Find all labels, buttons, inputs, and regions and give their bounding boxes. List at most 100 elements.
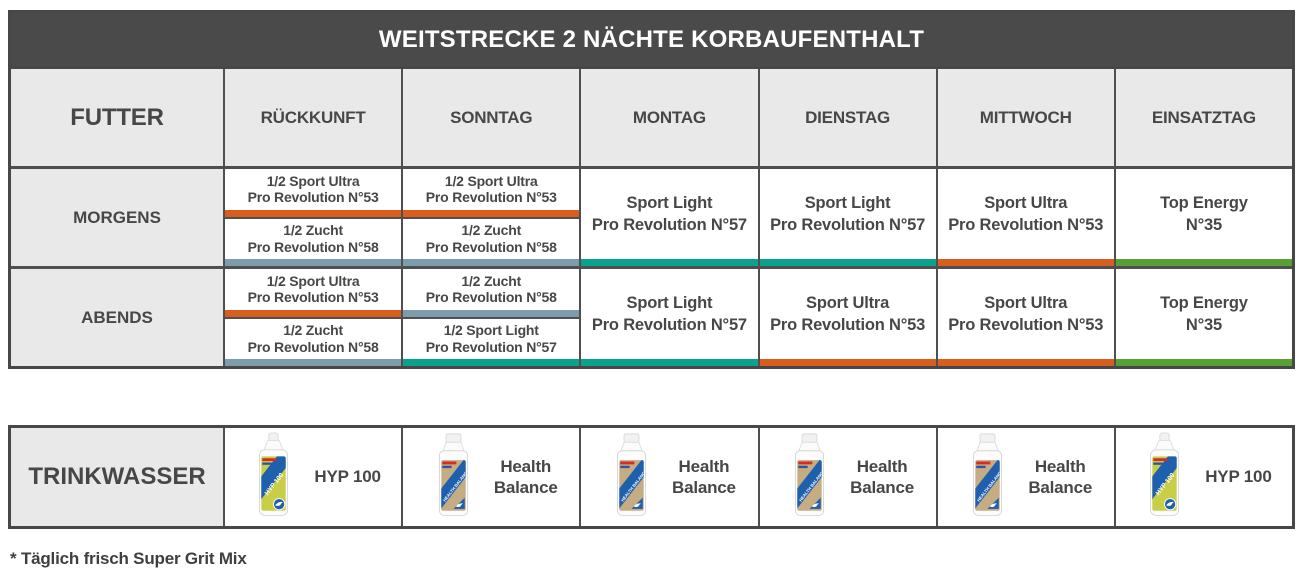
feed-color-bar — [403, 359, 580, 366]
feed-name: Sport Light — [626, 193, 713, 212]
feed-cell-abends-dienstag: Sport Ultra Pro Revolution N°53 — [757, 269, 936, 366]
row-label-abends: ABENDS — [11, 269, 223, 366]
feed-cell-morgens-montag: Sport Light Pro Revolution N°57 — [579, 169, 758, 266]
water-product-name: Health Balance — [493, 456, 558, 497]
water-product-name: Health Balance — [1028, 456, 1093, 497]
feed-name: Top Energy — [1160, 293, 1248, 312]
feed-name: 1/2 Sport Light — [443, 322, 539, 339]
plan-title: WEITSTRECKE 2 NÄCHTE KORBAUFENTHALT — [11, 13, 1292, 66]
feed-entry: 1/2 Zucht Pro Revolution N°58 — [225, 219, 402, 266]
feed-name: Top Energy — [1160, 193, 1248, 212]
health-balance-bottle-icon — [781, 432, 838, 522]
drinking-water-table: TRINKWASSER HYP 100 Health Balance Healt… — [8, 425, 1295, 529]
feed-product: Pro Revolution N°58 — [425, 238, 557, 255]
feed-cell-morgens-dienstag: Sport Light Pro Revolution N°57 — [757, 169, 936, 266]
feed-product: Pro Revolution N°53 — [247, 289, 379, 306]
feed-color-bar — [225, 209, 402, 217]
feed-color-bar — [225, 309, 402, 317]
feed-product: Pro Revolution N°57 — [591, 316, 747, 334]
feed-name: 1/2 Zucht — [283, 222, 343, 239]
feed-cell-abends-rueckkunft: 1/2 Sport Ultra Pro Revolution N°53 1/2 … — [223, 269, 402, 366]
row-label-trinkwasser: TRINKWASSER — [11, 428, 223, 526]
water-cell-sonntag: Health Balance — [401, 428, 580, 526]
water-product-name: Health Balance — [850, 456, 914, 497]
feed-color-bar — [225, 359, 402, 366]
feed-product: Pro Revolution N°53 — [425, 189, 557, 206]
feed-color-bar — [581, 359, 758, 366]
feed-color-bar — [403, 259, 580, 266]
water-cell-dienstag: Health Balance — [757, 428, 936, 526]
feed-color-bar — [225, 259, 402, 266]
water-product-name: HYP 100 — [1205, 467, 1272, 487]
feed-color-bar — [403, 309, 580, 317]
water-row: TRINKWASSER HYP 100 Health Balance Healt… — [11, 428, 1292, 526]
feed-product: Pro Revolution N°53 — [247, 189, 379, 206]
column-header-mittwoch: MITTWOCH — [935, 69, 1114, 166]
feed-color-bar — [1115, 359, 1292, 366]
feed-name: Sport Light — [626, 293, 713, 312]
feed-product: Pro Revolution N°53 — [948, 316, 1104, 334]
column-header-futter: FUTTER — [11, 69, 223, 166]
feed-product: Pro Revolution N°58 — [425, 289, 557, 306]
water-product-name: Health Balance — [672, 456, 736, 497]
feed-product: N°35 — [1185, 316, 1222, 334]
feed-cell-morgens-rueckkunft: 1/2 Sport Ultra Pro Revolution N°53 1/2 … — [223, 169, 402, 266]
feed-color-bar — [403, 209, 580, 217]
feed-row-morgens: MORGENS 1/2 Sport Ultra Pro Revolution N… — [11, 166, 1292, 266]
feed-cell-abends-sonntag: 1/2 Zucht Pro Revolution N°58 1/2 Sport … — [401, 269, 580, 366]
feed-cell-morgens-einsatztag: Top Energy N°35 — [1113, 169, 1292, 266]
feed-cell-abends-mittwoch: Sport Ultra Pro Revolution N°53 — [935, 269, 1114, 366]
feed-product: Pro Revolution N°57 — [591, 216, 747, 234]
feed-color-bar — [937, 359, 1114, 366]
feed-entry: 1/2 Sport Light Pro Revolution N°57 — [403, 319, 580, 366]
feed-cell-abends-einsatztag: Top Energy N°35 — [1113, 269, 1292, 366]
feed-color-bar — [759, 259, 936, 266]
column-header-rueckkunft: RÜCKKUNFT — [223, 69, 402, 166]
feed-entry: 1/2 Sport Ultra Pro Revolution N°53 — [225, 169, 402, 219]
feed-color-bar — [759, 359, 936, 366]
water-product-name: HYP 100 — [314, 467, 381, 487]
water-cell-montag: Health Balance — [579, 428, 758, 526]
feed-cell-morgens-sonntag: 1/2 Sport Ultra Pro Revolution N°53 1/2 … — [401, 169, 580, 266]
feed-product: Pro Revolution N°53 — [770, 316, 926, 334]
feed-product: Pro Revolution N°58 — [247, 238, 379, 255]
hyp100-bottle-icon — [1136, 432, 1193, 522]
feed-name: 1/2 Zucht — [461, 272, 522, 289]
feed-entry: 1/2 Zucht Pro Revolution N°58 — [403, 219, 580, 266]
feed-name: Sport Ultra — [984, 293, 1068, 312]
water-cell-rueckkunft: HYP 100 — [223, 428, 402, 526]
column-header-montag: MONTAG — [579, 69, 758, 166]
feed-entry: 1/2 Sport Ultra Pro Revolution N°53 — [225, 269, 402, 319]
feed-name: 1/2 Zucht — [283, 322, 343, 339]
feed-name: 1/2 Sport Ultra — [266, 172, 360, 189]
feed-entry: 1/2 Zucht Pro Revolution N°58 — [403, 269, 580, 319]
feed-product: Pro Revolution N°57 — [770, 216, 926, 234]
row-label-morgens: MORGENS — [11, 169, 223, 266]
feed-name: Sport Ultra — [984, 193, 1068, 212]
feed-name: 1/2 Sport Ultra — [266, 272, 360, 289]
feed-name: 1/2 Sport Ultra — [444, 172, 538, 189]
feed-cell-morgens-mittwoch: Sport Ultra Pro Revolution N°53 — [935, 169, 1114, 266]
column-header-einsatztag: EINSATZTAG — [1113, 69, 1292, 166]
feed-table: WEITSTRECKE 2 NÄCHTE KORBAUFENTHALT FUTT… — [8, 10, 1295, 369]
hyp100-bottle-icon — [245, 432, 302, 522]
feed-color-bar — [1115, 259, 1292, 266]
feed-product: Pro Revolution N°53 — [948, 216, 1104, 234]
feed-product: Pro Revolution N°57 — [425, 338, 557, 355]
health-balance-bottle-icon — [603, 432, 660, 522]
feed-entry: 1/2 Sport Ultra Pro Revolution N°53 — [403, 169, 580, 219]
grit-footnote: * Täglich frisch Super Grit Mix — [10, 549, 247, 568]
feed-cell-abends-montag: Sport Light Pro Revolution N°57 — [579, 269, 758, 366]
water-cell-einsatztag: HYP 100 — [1113, 428, 1292, 526]
feed-product: N°35 — [1185, 216, 1222, 234]
feed-name: 1/2 Zucht — [461, 222, 522, 239]
feed-color-bar — [937, 259, 1114, 266]
column-header-sonntag: SONNTAG — [401, 69, 580, 166]
feed-table-header-row: FUTTER RÜCKKUNFT SONNTAG MONTAG DIENSTAG… — [11, 66, 1292, 166]
feed-entry: 1/2 Zucht Pro Revolution N°58 — [225, 319, 402, 366]
feed-name: Sport Ultra — [806, 293, 890, 312]
feed-row-abends: ABENDS 1/2 Sport Ultra Pro Revolution N°… — [11, 266, 1292, 366]
feed-product: Pro Revolution N°58 — [247, 338, 379, 355]
water-cell-mittwoch: Health Balance — [935, 428, 1114, 526]
